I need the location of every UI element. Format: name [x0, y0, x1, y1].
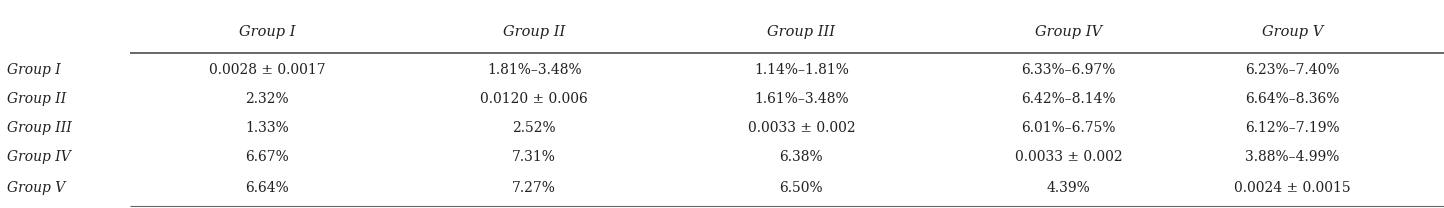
Text: 6.12%–7.19%: 6.12%–7.19% — [1245, 121, 1340, 135]
Text: 1.81%–3.48%: 1.81%–3.48% — [487, 63, 582, 77]
Text: 6.23%–7.40%: 6.23%–7.40% — [1245, 63, 1340, 77]
Text: 1.61%–3.48%: 1.61%–3.48% — [754, 92, 849, 106]
Text: Group IV: Group IV — [7, 150, 71, 164]
Text: 6.67%: 6.67% — [245, 150, 289, 164]
Text: Group V: Group V — [7, 181, 65, 195]
Text: 0.0033 ± 0.002: 0.0033 ± 0.002 — [1015, 150, 1122, 164]
Text: 4.39%: 4.39% — [1047, 181, 1090, 195]
Text: 6.42%–8.14%: 6.42%–8.14% — [1021, 92, 1116, 106]
Text: 1.33%: 1.33% — [245, 121, 289, 135]
Text: 6.50%: 6.50% — [780, 181, 823, 195]
Text: 7.27%: 7.27% — [513, 181, 556, 195]
Text: Group II: Group II — [7, 92, 66, 106]
Text: 0.0024 ± 0.0015: 0.0024 ± 0.0015 — [1235, 181, 1350, 195]
Text: Group III: Group III — [767, 25, 836, 39]
Text: 2.32%: 2.32% — [245, 92, 289, 106]
Text: 6.33%–6.97%: 6.33%–6.97% — [1021, 63, 1116, 77]
Text: 0.0033 ± 0.002: 0.0033 ± 0.002 — [748, 121, 855, 135]
Text: Group I: Group I — [238, 25, 296, 39]
Text: 3.88%–4.99%: 3.88%–4.99% — [1245, 150, 1340, 164]
Text: Group III: Group III — [7, 121, 72, 135]
Text: 6.64%: 6.64% — [245, 181, 289, 195]
Text: Group IV: Group IV — [1035, 25, 1102, 39]
Text: 1.14%–1.81%: 1.14%–1.81% — [754, 63, 849, 77]
Text: 0.0028 ± 0.0017: 0.0028 ± 0.0017 — [209, 63, 325, 77]
Text: 6.01%–6.75%: 6.01%–6.75% — [1021, 121, 1116, 135]
Text: 0.0120 ± 0.006: 0.0120 ± 0.006 — [481, 92, 588, 106]
Text: Group II: Group II — [503, 25, 566, 39]
Text: 2.52%: 2.52% — [513, 121, 556, 135]
Text: Group V: Group V — [1262, 25, 1323, 39]
Text: Group I: Group I — [7, 63, 61, 77]
Text: 6.64%–8.36%: 6.64%–8.36% — [1245, 92, 1340, 106]
Text: 6.38%: 6.38% — [780, 150, 823, 164]
Text: 7.31%: 7.31% — [513, 150, 556, 164]
